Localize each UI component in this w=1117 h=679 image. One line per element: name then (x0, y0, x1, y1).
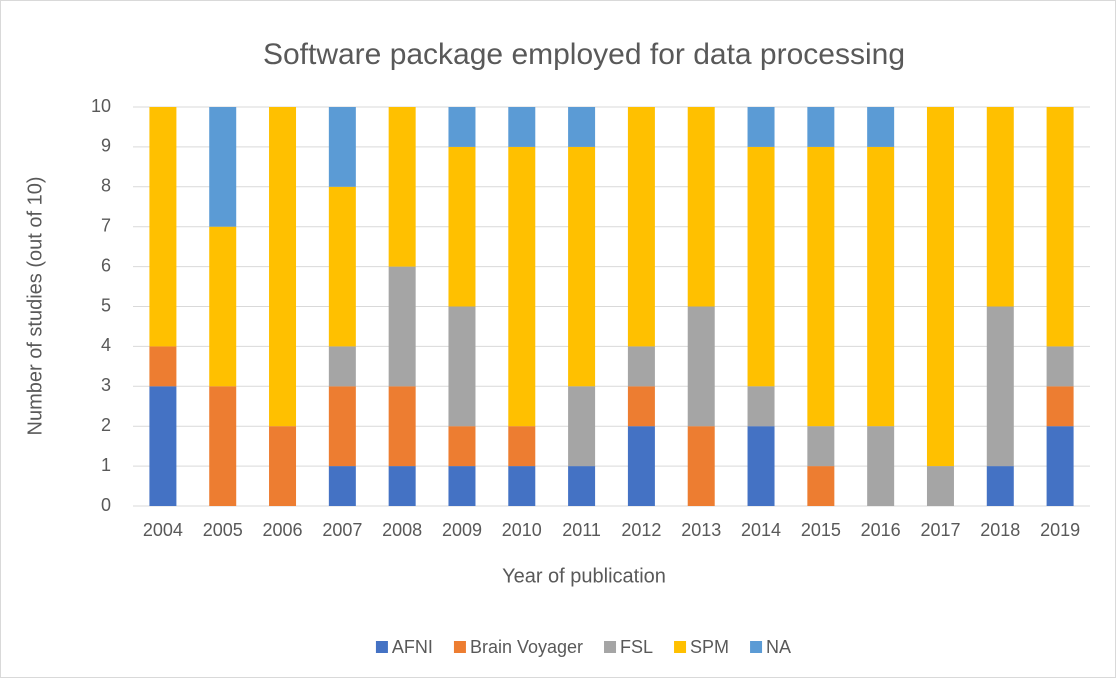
bar-segment (1046, 386, 1074, 427)
x-tick-label: 2011 (562, 520, 601, 540)
legend-label: NA (766, 637, 791, 657)
bar-segment (448, 466, 476, 506)
bar-segment (747, 386, 775, 427)
x-tick-label: 2006 (263, 520, 303, 540)
bar-segment (568, 466, 596, 506)
bar-segment (328, 466, 356, 506)
bar-segment (867, 426, 895, 506)
bar-segment (388, 466, 416, 506)
bar-segment (448, 107, 476, 147)
legend-label: SPM (690, 637, 729, 657)
x-tick-label: 2009 (442, 520, 482, 540)
y-tick-label: 4 (101, 335, 111, 355)
bar-segment (269, 107, 297, 427)
y-tick-label: 5 (101, 295, 111, 315)
legend-label: FSL (620, 637, 653, 657)
bar-segment (209, 226, 237, 387)
x-tick-label: 2013 (681, 520, 721, 540)
bar-segment (687, 426, 715, 506)
x-tick-label: 2008 (382, 520, 422, 540)
bar-segment (926, 107, 954, 467)
x-tick-label: 2019 (1040, 520, 1080, 540)
bar-segment (687, 107, 715, 307)
x-tick-label: 2005 (203, 520, 243, 540)
chart-title: Software package employed for data proce… (263, 38, 905, 71)
bar-segment (508, 146, 536, 427)
bar-segment (508, 426, 536, 467)
x-tick-label: 2016 (861, 520, 901, 540)
bar-segment (448, 306, 476, 427)
bar-segment (926, 466, 954, 506)
bar-segment (1046, 107, 1074, 347)
bar-segment (209, 107, 237, 227)
bar-segment (269, 426, 297, 506)
bar-segment (328, 186, 356, 347)
y-tick-label: 1 (101, 455, 111, 475)
bar-segment (807, 426, 835, 467)
bar-segment (448, 426, 476, 467)
bar-segment (388, 266, 416, 387)
y-tick-label: 6 (101, 255, 111, 275)
bar-segment (328, 346, 356, 387)
x-tick-label: 2010 (502, 520, 542, 540)
bar-segment (627, 107, 655, 347)
x-tick-label: 2015 (801, 520, 841, 540)
bar-segment (986, 107, 1014, 307)
x-tick-label: 2007 (322, 520, 362, 540)
bar-segment (986, 306, 1014, 467)
bar-segment (388, 107, 416, 267)
legend-swatch (604, 641, 617, 653)
bar-segment (687, 306, 715, 427)
legend-swatch (750, 641, 763, 653)
bar-segment (867, 146, 895, 427)
y-tick-label: 10 (91, 96, 111, 116)
y-tick-label: 0 (101, 495, 111, 515)
bar-segment (568, 107, 596, 147)
bar-segment (807, 107, 835, 147)
x-tick-label: 2004 (143, 520, 183, 540)
bar-segment (807, 146, 835, 427)
bar-segment (747, 146, 775, 387)
x-tick-label: 2018 (980, 520, 1020, 540)
bar-segment (867, 107, 895, 147)
bar-segment (149, 386, 177, 506)
x-tick-label: 2014 (741, 520, 781, 540)
legend-swatch (375, 641, 388, 653)
bar-segment (568, 386, 596, 467)
bar-segment (328, 386, 356, 467)
x-tick-label: 2017 (920, 520, 960, 540)
y-tick-label: 3 (101, 375, 111, 395)
bar-segment (747, 107, 775, 147)
bar-segment (328, 107, 356, 187)
legend-label: Brain Voyager (470, 637, 583, 657)
legend-label: AFNI (392, 637, 433, 657)
bar-segment (149, 107, 177, 347)
bar-segment (747, 426, 775, 506)
bar-segment (1046, 426, 1074, 506)
bar-segment (448, 146, 476, 307)
bar-segment (149, 346, 177, 387)
bar-segment (1046, 346, 1074, 387)
y-axis-label: Number of studies (out of 10) (24, 176, 46, 435)
bar-segment (209, 386, 237, 506)
y-tick-label: 9 (101, 136, 111, 156)
bar-segment (627, 386, 655, 427)
legend-swatch (453, 641, 466, 653)
bar-segment (986, 466, 1014, 506)
legend-swatch (674, 641, 687, 653)
y-tick-label: 7 (101, 215, 111, 235)
bar-segment (807, 466, 835, 506)
bar-segment (508, 466, 536, 506)
y-tick-label: 2 (101, 415, 111, 435)
x-axis-label: Year of publication (502, 565, 666, 587)
bar-segment (568, 146, 596, 387)
y-tick-label: 8 (101, 176, 111, 196)
bar-segment (388, 386, 416, 467)
x-tick-label: 2012 (621, 520, 661, 540)
bar-segment (627, 346, 655, 387)
bar-segment (627, 426, 655, 506)
bar-segment (508, 107, 536, 147)
